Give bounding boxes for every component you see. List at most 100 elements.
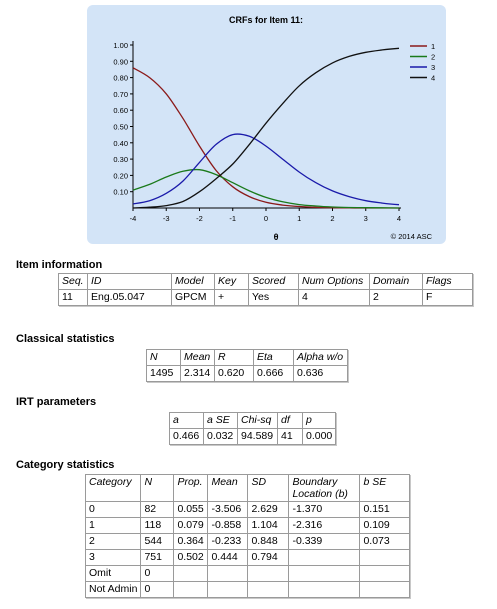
y-tick-label: 0.90 [113,57,128,66]
y-tick-label: 1.00 [113,41,128,50]
column-header: Scored [248,273,299,290]
table-cell: 0.151 [359,501,411,518]
x-tick-label: -4 [130,214,137,223]
table-cell: 1495 [146,365,181,382]
table-cell: 0.444 [207,549,249,566]
table-cell [288,581,361,598]
table-cell: 82 [140,501,175,518]
column-header: Key [214,273,249,290]
table-cell: 0.636 [293,365,348,382]
table-cell: 0.466 [169,428,204,445]
column-header: Flags [422,273,473,290]
x-tick-label: 1 [297,214,301,223]
column-header: Num Options [298,273,370,290]
y-tick-label: 0.50 [113,123,128,132]
column-header: N [146,349,181,366]
table-cell: 0.502 [173,549,209,566]
table-cell: 2 [84,533,142,550]
table-cell: 0.620 [214,365,254,382]
item-information-table: Seq. ID Model Key Scored Num Options Domain Fla… [58,273,473,306]
table-cell: -0.858 [207,517,249,534]
table-cell: 3 [84,549,142,566]
x-tick-label: -2 [196,214,203,223]
header-row: N Mean R Eta Alpha w/o [146,349,348,366]
x-tick-label: -1 [229,214,236,223]
table-cell: 1.104 [247,517,290,534]
column-header: p [301,412,337,429]
column-header: Chi-sq [237,412,278,429]
table-cell: 0.032 [203,428,238,445]
table-row: 2 544 0.364 -0.233 0.848 -0.339 0.073 [84,533,411,550]
table-cell: Yes [248,289,299,306]
table-cell: 0.055 [173,501,209,518]
crf-chart: CRFs for Item 11: 0.10 0.20 0.30 0.40 0.50 0.6… [113,15,435,242]
column-header: Mean [180,349,215,366]
table-cell: 0.666 [253,365,294,382]
item-information-title: Item information [16,259,103,271]
header-row: Seq. ID Model Key Scored Num Options Domain Fla… [58,273,473,290]
table-cell: Not Admin [84,581,142,598]
legend-label: 3 [431,63,435,72]
table-cell: Eng.05.047 [87,289,172,306]
table-cell: -0.339 [288,533,361,550]
table-row: 11 Eng.05.047 GPCM + Yes 4 2 F [58,289,473,306]
x-tick-label: 2 [330,214,334,223]
column-header: Domain [369,273,423,290]
column-header: SD [247,474,290,502]
table-cell: 0 [140,581,175,598]
category-statistics-table: Category N Prop. Mean SD Boundary Location (b… [84,474,411,598]
table-cell: 751 [140,549,175,566]
table-cell: 544 [140,533,175,550]
series-line-4 [132,47,400,209]
table-cell: 2 [369,289,423,306]
classical-statistics-title: Classical statistics [16,333,115,345]
table-cell [247,581,290,598]
series-line-2 [132,168,400,209]
table-cell [359,581,411,598]
table-row: 1495 2.314 0.620 0.666 0.636 [146,365,348,382]
x-tick-label: -3 [163,214,170,223]
legend-label: 1 [431,42,435,51]
column-header: Alpha w/o [293,349,348,366]
table-cell: -2.316 [288,517,361,534]
table-cell: 41 [277,428,303,445]
table-cell: -1.370 [288,501,361,518]
column-header: a SE [203,412,238,429]
table-cell: 0.073 [359,533,411,550]
table-row: Not Admin 0 [84,581,411,598]
table-cell [288,565,361,582]
x-axis-label: θ [274,232,279,242]
column-header: Boundary Location (b) [288,474,361,502]
table-cell: + [214,289,249,306]
table-cell: 4 [298,289,370,306]
column-header: Seq. [58,273,88,290]
table-cell: 0.794 [247,549,290,566]
table-cell: 0.000 [301,428,337,445]
column-header: df [277,412,303,429]
table-cell: Omit [84,565,142,582]
column-header: Eta [253,349,294,366]
table-cell: 0.364 [173,533,209,550]
x-tick-label: 4 [397,214,401,223]
column-header: ID [87,273,172,290]
table-cell: 118 [140,517,175,534]
table-cell [247,565,290,582]
column-header: Category [84,474,142,502]
header-row: Category N Prop. Mean SD Boundary Location (b… [84,474,411,502]
table-row: Omit 0 [84,565,411,582]
table-cell: 0.848 [247,533,290,550]
table-cell [173,565,209,582]
irt-parameters-title: IRT parameters [16,396,97,408]
table-row: 1 118 0.079 -0.858 1.104 -2.316 0.109 [84,517,411,534]
chart-title: CRFs for Item 11: [229,15,303,25]
table-cell: 0 [140,565,175,582]
series-line-3 [132,133,400,206]
table-cell: 0 [84,501,142,518]
classical-statistics-table: N Mean R Eta Alpha w/o 1495 2.314 0.620 0.666 0.6… [146,349,348,382]
table-cell: -3.506 [207,501,249,518]
table-cell [288,549,361,566]
y-tick-label: 0.10 [113,188,128,197]
y-tick-label: 0.60 [113,106,128,115]
